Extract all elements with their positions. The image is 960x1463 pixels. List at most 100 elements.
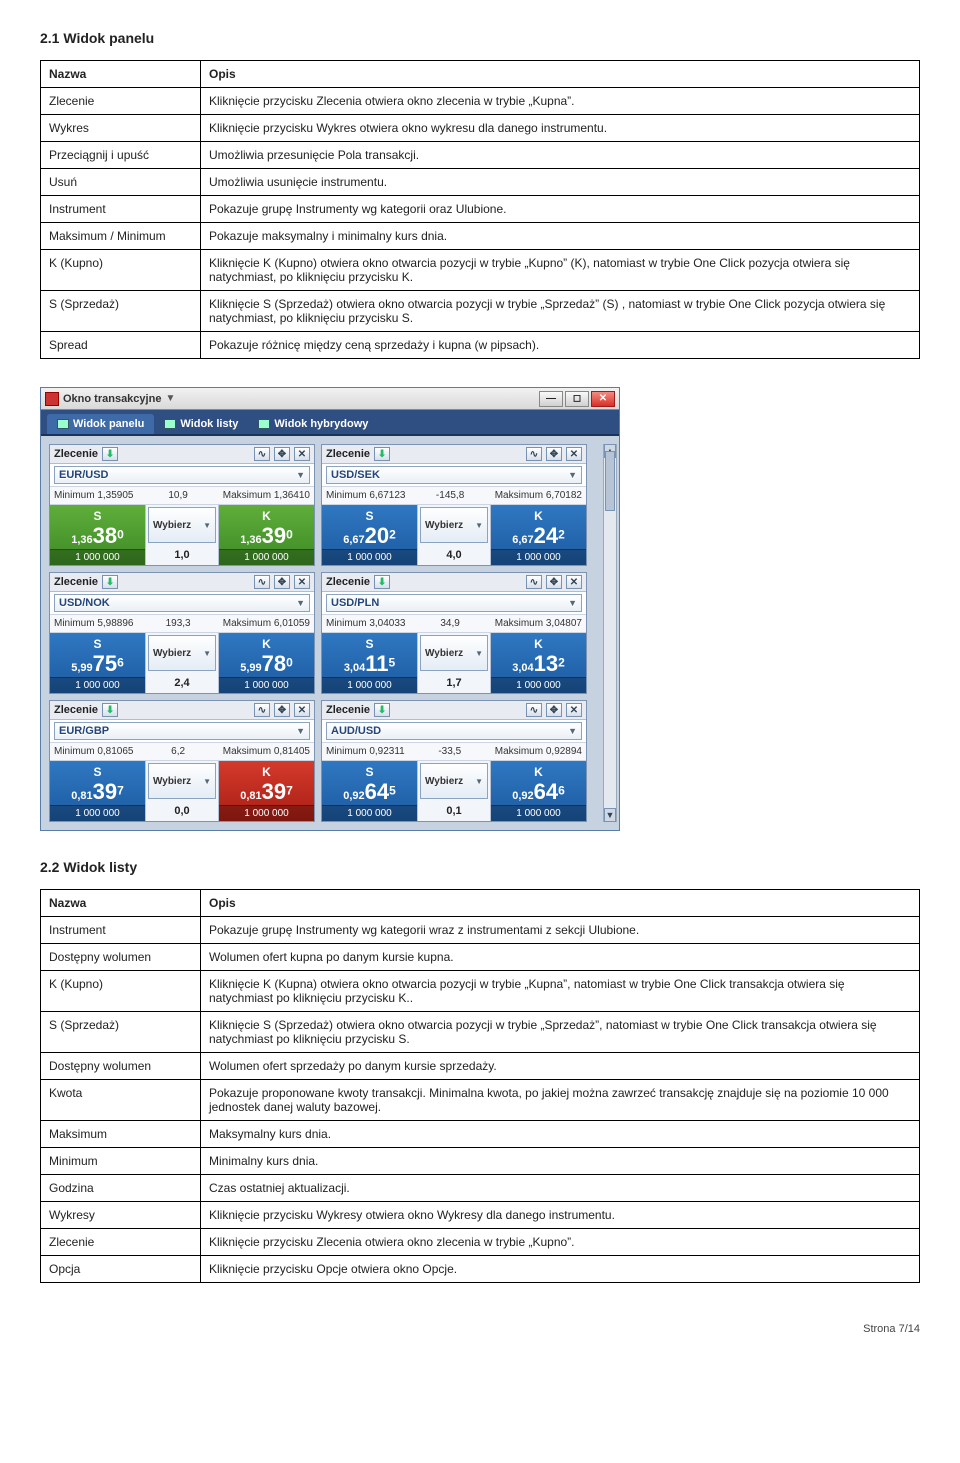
wybierz-select[interactable]: Wybierz ▼ — [148, 507, 216, 543]
panel-icon — [57, 419, 69, 429]
sell-side[interactable]: S 1,36380 1 000 000 — [50, 505, 145, 565]
move-icon[interactable]: ✥ — [274, 575, 290, 589]
quote-tile: Zlecenie ⬇ ∿ ✥ ✕ EUR/USD ▼ Minimum 1,359… — [49, 444, 315, 566]
spread-value: 4,0 — [418, 545, 490, 565]
buy-side[interactable]: K 1,36390 1 000 000 — [219, 505, 314, 565]
cell-name: Maksimum / Minimum — [41, 223, 201, 250]
instrument-select[interactable]: USD/SEK ▼ — [326, 466, 582, 484]
mid-column: Wybierz ▼ 4,0 — [417, 505, 491, 565]
cell-name: Instrument — [41, 196, 201, 223]
table-row: ZlecenieKliknięcie przycisku Zlecenia ot… — [41, 1229, 920, 1256]
cell-name: Przeciągnij i upuść — [41, 142, 201, 169]
move-icon[interactable]: ✥ — [274, 703, 290, 717]
table-row: SpreadPokazuje różnicę między ceną sprze… — [41, 332, 920, 359]
order-down-icon[interactable]: ⬇ — [102, 703, 118, 717]
table-row: WykresKliknięcie przycisku Wykres otwier… — [41, 115, 920, 142]
wybierz-select[interactable]: Wybierz ▼ — [420, 635, 488, 671]
minimize-button[interactable]: — — [539, 391, 563, 407]
min-label: Minimum 1,35905 — [54, 490, 133, 501]
wybierz-select[interactable]: Wybierz ▼ — [148, 635, 216, 671]
max-label: Maksimum 0,92894 — [495, 746, 582, 757]
sell-side[interactable]: S 3,04115 1 000 000 — [322, 633, 417, 693]
tab-hybrid-view[interactable]: Widok hybrydowy — [248, 414, 378, 434]
order-down-icon[interactable]: ⬇ — [374, 447, 390, 461]
spread-header: 193,3 — [166, 618, 191, 629]
sell-side[interactable]: S 0,81397 1 000 000 — [50, 761, 145, 821]
buy-side[interactable]: K 0,81397 1 000 000 — [219, 761, 314, 821]
remove-icon[interactable]: ✕ — [294, 703, 310, 717]
sell-volume: 1 000 000 — [322, 805, 417, 821]
remove-icon[interactable]: ✕ — [566, 447, 582, 461]
move-icon[interactable]: ✥ — [546, 575, 562, 589]
cell-desc: Umożliwia usunięcie instrumentu. — [201, 169, 920, 196]
sell-price: 0,81397 — [71, 781, 124, 805]
cell-desc: Kliknięcie przycisku Wykresy otwiera okn… — [201, 1202, 920, 1229]
scroll-thumb[interactable] — [605, 451, 615, 511]
scroll-down-icon[interactable]: ▼ — [604, 808, 616, 822]
remove-icon[interactable]: ✕ — [294, 447, 310, 461]
buy-side[interactable]: K 5,99780 1 000 000 — [219, 633, 314, 693]
instrument-select[interactable]: AUD/USD ▼ — [326, 722, 582, 740]
order-down-icon[interactable]: ⬇ — [102, 447, 118, 461]
cell-name: Zlecenie — [41, 88, 201, 115]
table-row: Dostępny wolumenWolumen ofert sprzedaży … — [41, 1053, 920, 1080]
sell-volume: 1 000 000 — [50, 677, 145, 693]
sell-price: 0,92645 — [343, 781, 396, 805]
chart-icon[interactable]: ∿ — [254, 447, 270, 461]
wybierz-select[interactable]: Wybierz ▼ — [420, 507, 488, 543]
cell-name: Instrument — [41, 917, 201, 944]
chevron-down-icon: ▼ — [475, 777, 483, 786]
move-icon[interactable]: ✥ — [546, 447, 562, 461]
cell-desc: Pokazuje grupę Instrumenty wg kategorii … — [201, 917, 920, 944]
chart-icon[interactable]: ∿ — [254, 703, 270, 717]
buy-side[interactable]: K 6,67242 1 000 000 — [491, 505, 586, 565]
zlecenie-label: Zlecenie — [326, 704, 370, 716]
cell-name: Dostępny wolumen — [41, 1053, 201, 1080]
wybierz-select[interactable]: Wybierz ▼ — [420, 763, 488, 799]
spread-header: 10,9 — [168, 490, 187, 501]
sell-side[interactable]: S 5,99756 1 000 000 — [50, 633, 145, 693]
instrument-select[interactable]: USD/PLN ▼ — [326, 594, 582, 612]
spread-value: 0,1 — [418, 801, 490, 821]
spread-header: 6,2 — [171, 746, 185, 757]
remove-icon[interactable]: ✕ — [566, 575, 582, 589]
scrollbar[interactable]: ▲ ▼ — [603, 444, 617, 822]
wybierz-select[interactable]: Wybierz ▼ — [148, 763, 216, 799]
cell-desc: Pokazuje proponowane kwoty transakcji. M… — [201, 1080, 920, 1121]
instrument-select[interactable]: USD/NOK ▼ — [54, 594, 310, 612]
max-label: Maksimum 3,04807 — [495, 618, 582, 629]
chevron-down-icon: ▼ — [568, 726, 577, 736]
move-icon[interactable]: ✥ — [546, 703, 562, 717]
order-down-icon[interactable]: ⬇ — [102, 575, 118, 589]
view-tabbar: Widok panelu Widok listy Widok hybrydowy — [41, 410, 619, 436]
sell-side[interactable]: S 6,67202 1 000 000 — [322, 505, 417, 565]
maximize-button[interactable]: ◻ — [565, 391, 589, 407]
titlebar: Okno transakcyjne ▼ — ◻ ✕ — [41, 388, 619, 410]
chart-icon[interactable]: ∿ — [254, 575, 270, 589]
order-down-icon[interactable]: ⬇ — [374, 575, 390, 589]
zlecenie-label: Zlecenie — [326, 448, 370, 460]
remove-icon[interactable]: ✕ — [566, 703, 582, 717]
move-icon[interactable]: ✥ — [274, 447, 290, 461]
title-dropdown-icon[interactable]: ▼ — [165, 393, 175, 404]
chart-icon[interactable]: ∿ — [526, 447, 542, 461]
tab-list-view[interactable]: Widok listy — [154, 414, 248, 434]
buy-side[interactable]: K 3,04132 1 000 000 — [491, 633, 586, 693]
quote-tile: Zlecenie ⬇ ∿ ✥ ✕ AUD/USD ▼ Minimum 0,923… — [321, 700, 587, 822]
instrument-select[interactable]: EUR/GBP ▼ — [54, 722, 310, 740]
chart-icon[interactable]: ∿ — [526, 575, 542, 589]
zlecenie-label: Zlecenie — [326, 576, 370, 588]
buy-price: 0,81397 — [240, 781, 293, 805]
tab-panel-view[interactable]: Widok panelu — [47, 414, 154, 434]
instrument-name: EUR/GBP — [59, 725, 109, 737]
table-row: Dostępny wolumenWolumen ofert kupna po d… — [41, 944, 920, 971]
chart-icon[interactable]: ∿ — [526, 703, 542, 717]
table-row: Maksimum / MinimumPokazuje maksymalny i … — [41, 223, 920, 250]
table-list-view: Nazwa Opis InstrumentPokazuje grupę Inst… — [40, 889, 920, 1283]
instrument-select[interactable]: EUR/USD ▼ — [54, 466, 310, 484]
remove-icon[interactable]: ✕ — [294, 575, 310, 589]
close-button[interactable]: ✕ — [591, 391, 615, 407]
order-down-icon[interactable]: ⬇ — [374, 703, 390, 717]
buy-side[interactable]: K 0,92646 1 000 000 — [491, 761, 586, 821]
sell-side[interactable]: S 0,92645 1 000 000 — [322, 761, 417, 821]
